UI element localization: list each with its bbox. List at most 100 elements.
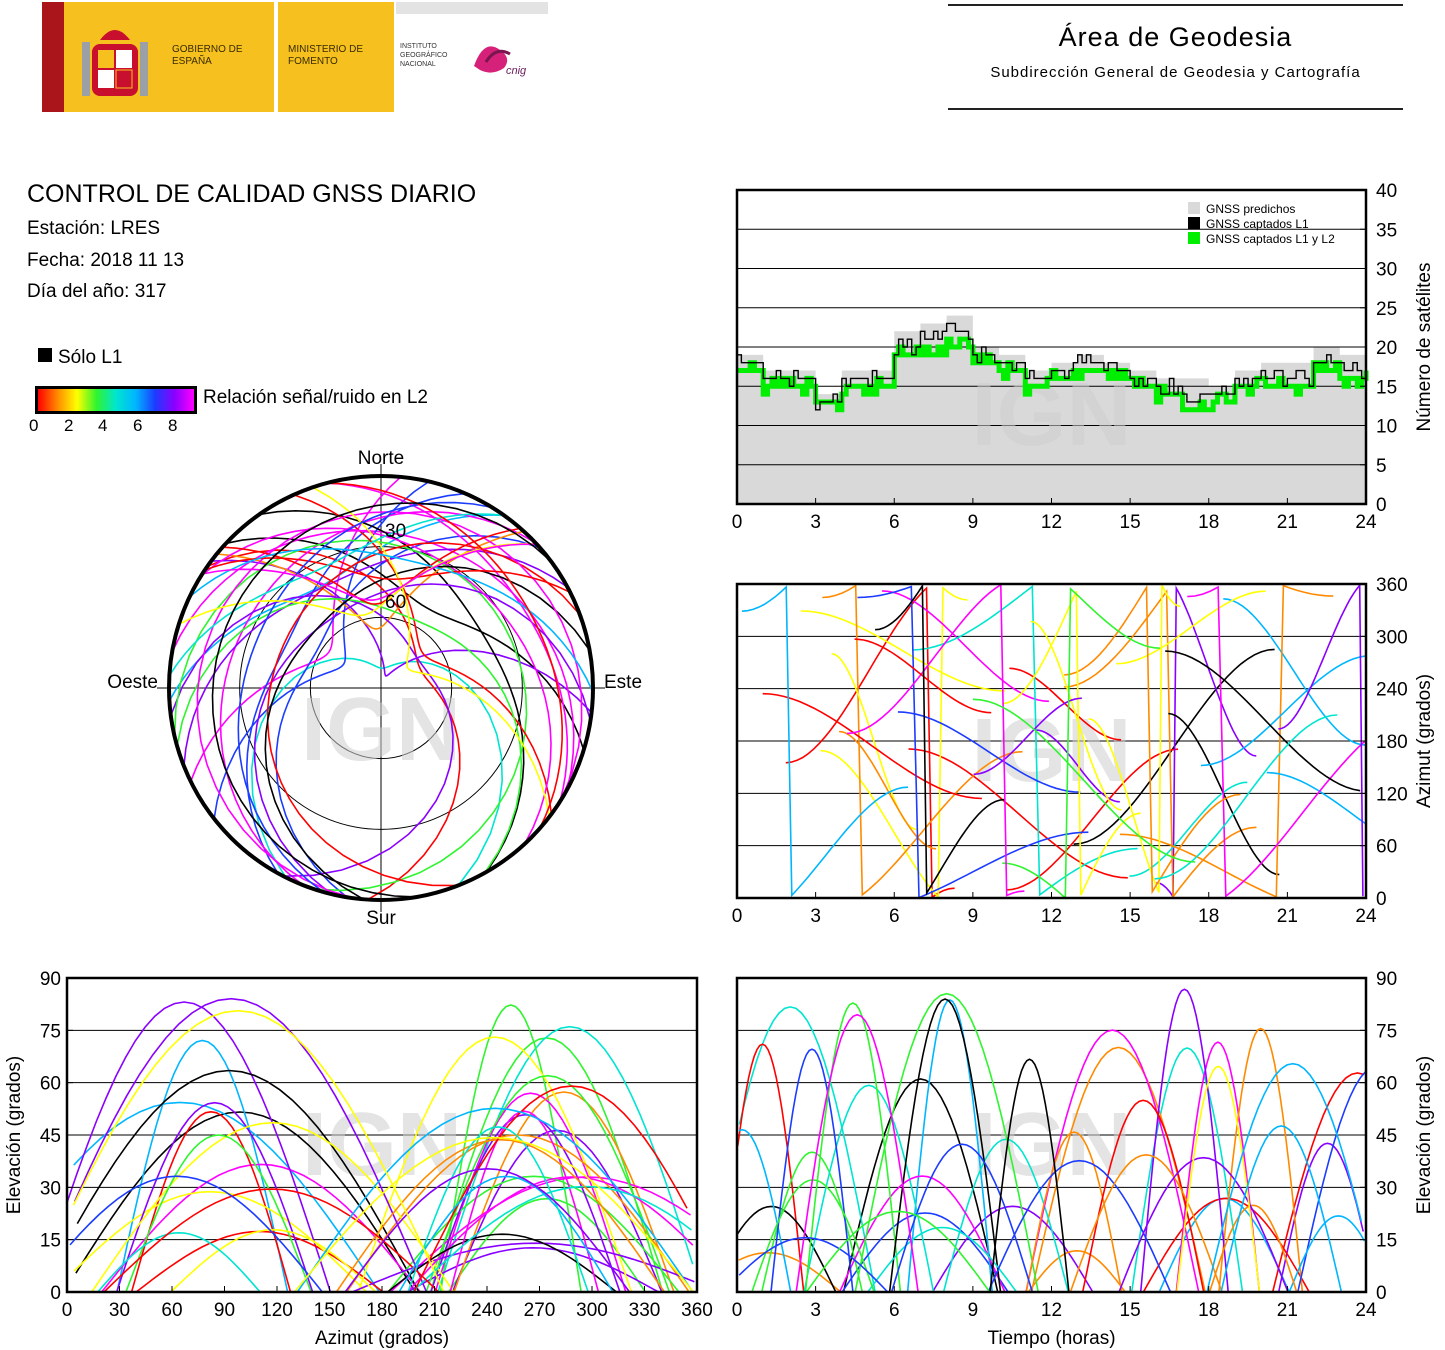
coat-of-arms-icon (82, 30, 148, 96)
satellite-track (1069, 1153, 1223, 1293)
legend-entry: GNSS captados L1 (1206, 217, 1309, 231)
satellite-track (266, 541, 581, 887)
satellite-track (1288, 1215, 1366, 1293)
satellite-track (170, 1228, 377, 1293)
satellite-track (972, 698, 1196, 863)
satellite-track (344, 1167, 631, 1293)
satellite-track (1165, 650, 1361, 792)
y-tick-label: 300 (1376, 627, 1408, 648)
satellite-track (170, 594, 454, 877)
page-header-subtitle: Subdirección General de Geodesia y Carto… (990, 64, 1361, 81)
legend-l1-label: Sólo L1 (58, 347, 123, 368)
satellite-track (211, 559, 593, 714)
satellite-track (66, 1001, 332, 1293)
satellite-track (973, 697, 1082, 776)
station-label: Estación: LRES (27, 218, 161, 239)
satellite-track (1130, 1047, 1244, 1293)
satellite-track (351, 1242, 695, 1293)
satellite-track (1271, 1072, 1364, 1293)
snr-colorbar (35, 386, 197, 414)
snr-tick: 8 (168, 416, 178, 435)
satellite-track (196, 510, 583, 899)
x-tick-label: 15 (1120, 512, 1141, 533)
satellite-track (406, 1176, 694, 1293)
satellite-track (389, 1176, 691, 1293)
satellite-track (183, 548, 568, 767)
x-tick-label: 18 (1198, 1300, 1219, 1321)
satellite-track (1118, 1156, 1289, 1293)
y-tick-label: 90 (40, 969, 61, 990)
satellite-track (116, 1039, 289, 1293)
x-tick-label: 24 (1355, 1300, 1377, 1321)
skyplot-chart: IGN Norte Sur Oeste Este 30 60 (107, 448, 642, 929)
satellite-track (890, 1143, 1034, 1293)
satellite-track (73, 997, 428, 1293)
snr-tick: 6 (133, 416, 143, 435)
spain-flag-logo (42, 2, 64, 112)
satellite-track (345, 1134, 690, 1293)
y-tick-label: 60 (1376, 837, 1397, 858)
satellite-track (189, 547, 594, 693)
satellite-track (1030, 620, 1122, 811)
x-tick-label: 9 (968, 1300, 979, 1321)
satellite-track (411, 1185, 692, 1293)
satellite-track (293, 1136, 695, 1293)
satellite-track (1002, 590, 1141, 896)
y-tick-label: 10 (1376, 417, 1397, 438)
satellite-track (204, 557, 571, 594)
cnig-text: cnig (506, 65, 527, 77)
x-tick-label: 15 (1120, 906, 1141, 927)
y-tick-label: 90 (1376, 969, 1397, 990)
satellite-track (1218, 1027, 1304, 1293)
west-label: Oeste (107, 672, 158, 693)
satellite-track (202, 543, 537, 601)
y-axis-label: Elevación (grados) (4, 1056, 25, 1214)
y-tick-label: 360 (1376, 575, 1408, 596)
satellite-track (897, 711, 1081, 793)
satellite-track (76, 1069, 420, 1293)
y-tick-label: 75 (1376, 1021, 1397, 1042)
y-tick-label: 180 (1376, 732, 1408, 753)
satellite-track (987, 1159, 1172, 1293)
x-tick-label: 0 (62, 1300, 73, 1321)
x-tick-label: 300 (576, 1300, 608, 1321)
x-tick-label: 270 (524, 1300, 556, 1321)
y-tick-label: 30 (40, 1178, 61, 1199)
satellite-track (115, 1101, 314, 1293)
y-tick-label: 240 (1376, 680, 1408, 701)
satellite-track (1176, 1065, 1261, 1293)
satellite-track (841, 1212, 1009, 1293)
header-rule-top (948, 4, 1403, 6)
ign-watermark: IGN (301, 680, 461, 780)
horizon-circle (167, 474, 595, 902)
y-axis-label: Elevación (grados) (1414, 1056, 1435, 1214)
legend-entry: GNSS predichos (1206, 202, 1295, 216)
satellite-track (406, 1246, 659, 1293)
x-tick-label: 24 (1355, 906, 1377, 927)
legend-entry: GNSS captados L1 y L2 (1206, 232, 1335, 246)
snr-tick: 2 (64, 416, 74, 435)
satellite-track (237, 501, 493, 893)
y-tick-label: 45 (1376, 1126, 1397, 1147)
satellite-track (387, 1175, 680, 1293)
legend-l1-swatch (38, 348, 52, 362)
legend-swatch (1188, 202, 1200, 214)
x-tick-label: 21 (1277, 1300, 1298, 1321)
y-tick-label: 30 (1376, 1178, 1397, 1199)
satellite-track (430, 1113, 621, 1293)
satellite-track (805, 1210, 991, 1293)
satellite-track (1081, 1099, 1205, 1293)
elevation-azimuth-chart: IGN 0 30 60 90 120 150 180 210 240 270 300 330 360 0 15… (4, 969, 713, 1349)
x-tick-label: 90 (214, 1300, 235, 1321)
y-tick-label: 75 (40, 1021, 61, 1042)
satellite-track (103, 1188, 440, 1293)
satellite-track (425, 1074, 671, 1293)
satellite-track (908, 748, 1128, 879)
satellite-track (738, 1128, 792, 1293)
x-tick-label: 21 (1277, 906, 1298, 927)
satellite-track (1009, 667, 1122, 741)
satellite-track (906, 998, 993, 1293)
